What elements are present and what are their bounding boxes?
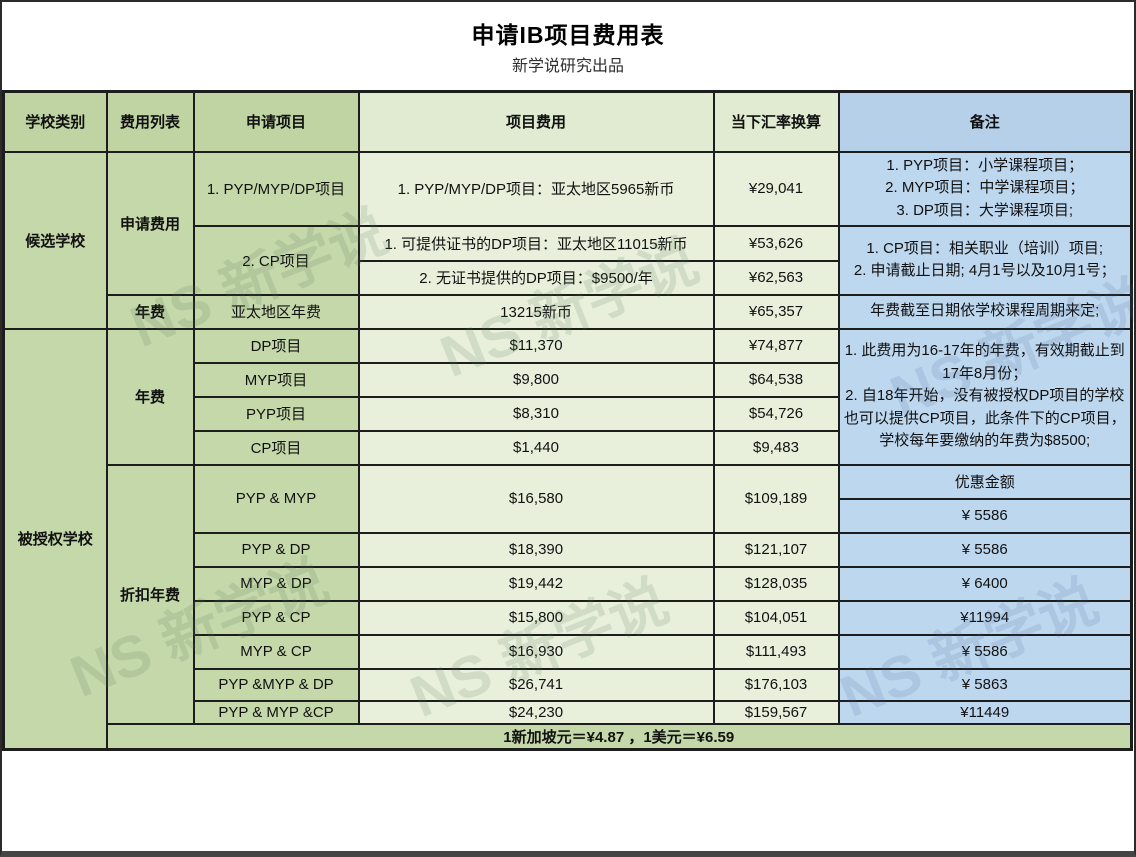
cell-project: 1. PYP/MYP/DP项目 bbox=[192, 150, 360, 227]
header-notes: 备注 bbox=[837, 90, 1133, 153]
cell-exchange: $104,051 bbox=[712, 599, 840, 636]
cell-discount: ¥ 5586 bbox=[837, 633, 1133, 670]
cell-fee: $11,370 bbox=[357, 327, 715, 364]
row-candidate-cp-nocert: 2. 无证书提供的DP项目：$9500/年 ¥62,563 bbox=[4, 259, 1132, 296]
row-authorized-myp: MYP项目 $9,800 $64,538 bbox=[4, 361, 1132, 398]
row-discount-pyp-myp-cp: PYP & MYP &CP $24,230 $159,567 ¥11449 bbox=[4, 699, 1133, 725]
cell-fee: $9,800 bbox=[357, 361, 715, 398]
cell-fee: $18,390 bbox=[357, 531, 715, 568]
cell-apply-fee-label: 申请费用 bbox=[105, 150, 195, 296]
cell-project: PYP & DP bbox=[192, 531, 360, 568]
cell-project: PYP &MYP & DP bbox=[192, 667, 360, 702]
cell-project: MYP & DP bbox=[192, 565, 360, 602]
row-discount-pyp-dp: PYP & DP $18,390 $121,107 ¥ 5586 bbox=[4, 531, 1133, 568]
cell-annual-fee-label: 年费 bbox=[105, 327, 195, 466]
cell-exchange: $64,538 bbox=[712, 361, 840, 398]
row-discount-myp-dp: MYP & DP $19,442 $128,035 ¥ 6400 bbox=[4, 565, 1133, 602]
cell-project: PYP & MYP &CP bbox=[192, 699, 360, 725]
row-candidate-pyp-myp-dp: 候选学校 申请费用 1. PYP/MYP/DP项目 1. PYP/MYP/DP项… bbox=[2, 150, 1133, 330]
cell-exchange: $9,483 bbox=[712, 429, 840, 466]
cell-discount: ¥11994 bbox=[837, 599, 1133, 636]
cell-project: PYP & MYP bbox=[192, 463, 360, 534]
cell-note: 年费截至日期依学校课程周期来定; bbox=[837, 293, 1133, 330]
row-discount-pyp-myp-dp: PYP &MYP & DP $26,741 $176,103 ¥ 5863 bbox=[4, 667, 1133, 702]
fee-table: 学校类别 费用列表 申请项目 项目费用 当下汇率换算 备注 候选学校 申请费用 … bbox=[2, 90, 1133, 751]
cell-annual-fee-label: 年费 bbox=[105, 293, 195, 330]
cell-exchange: ¥53,626 bbox=[712, 224, 840, 262]
row-discount-pyp-cp: PYP & CP $15,800 $104,051 ¥11994 bbox=[4, 599, 1133, 636]
cell-discount: ¥11449 bbox=[837, 699, 1133, 725]
cell-project: 亚太地区年费 bbox=[192, 293, 360, 330]
cell-exchange-rate-footer: 1新加坡元＝¥4.87 ，1美元＝¥6.59 bbox=[105, 722, 1133, 750]
header-apply-project: 申请项目 bbox=[192, 90, 360, 153]
cell-project: PYP & CP bbox=[192, 599, 360, 636]
cell-exchange: $128,035 bbox=[712, 565, 840, 602]
row-authorized-cp: CP项目 $1,440 $9,483 bbox=[4, 429, 1132, 466]
row-footer: 1新加坡元＝¥4.87 ，1美元＝¥6.59 bbox=[4, 722, 1133, 750]
header-exchange: 当下汇率换算 bbox=[712, 90, 840, 153]
cell-exchange: ¥62,563 bbox=[712, 259, 840, 296]
header-row: 学校类别 费用列表 申请项目 项目费用 当下汇率换算 备注 bbox=[2, 90, 1133, 153]
cell-project: CP项目 bbox=[192, 429, 360, 466]
cell-fee: $24,230 bbox=[357, 699, 715, 725]
cell-discount: ¥ 5863 bbox=[837, 667, 1133, 702]
row-discount-myp-cp: MYP & CP $16,930 $111,493 ¥ 5586 bbox=[4, 633, 1133, 670]
row-candidate-cp-cert: 2. CP项目 1. 可提供证书的DP项目：亚太地区11015新币 ¥53,62… bbox=[4, 224, 1133, 296]
cell-fee: $16,930 bbox=[357, 633, 715, 670]
cell-project: MYP & CP bbox=[192, 633, 360, 670]
cell-fee: 1. 可提供证书的DP项目：亚太地区11015新币 bbox=[357, 224, 715, 262]
cell-fee: $26,741 bbox=[357, 667, 715, 702]
cell-exchange: $176,103 bbox=[712, 667, 840, 702]
cell-project: PYP项目 bbox=[192, 395, 360, 432]
cell-fee: 2. 无证书提供的DP项目：$9500/年 bbox=[357, 259, 715, 296]
header-project-fee: 项目费用 bbox=[357, 90, 715, 153]
cell-exchange: ¥65,357 bbox=[712, 293, 840, 330]
row-authorized-dp: 被授权学校 年费 DP项目 $11,370 ¥74,877 1. 此费用为16-… bbox=[2, 327, 1133, 750]
row-authorized-pyp: PYP项目 $8,310 $54,726 bbox=[4, 395, 1132, 432]
cell-fee: $8,310 bbox=[357, 395, 715, 432]
cell-exchange: $159,567 bbox=[712, 699, 840, 725]
cell-discount: ¥ 5586 bbox=[837, 531, 1133, 568]
cell-exchange: ¥29,041 bbox=[712, 150, 840, 227]
cell-discount-header: 优惠金额 bbox=[837, 463, 1133, 500]
cell-fee: 1. PYP/MYP/DP项目：亚太地区5965新币 bbox=[357, 150, 715, 227]
header-school-type: 学校类别 bbox=[2, 90, 108, 153]
cell-fee: $1,440 bbox=[357, 429, 715, 466]
cell-note: 1. PYP项目：小学课程项目； 2. MYP项目：中学课程项目； 3. DP项… bbox=[837, 150, 1133, 227]
cell-exchange: $111,493 bbox=[712, 633, 840, 670]
cell-candidate-label: 候选学校 bbox=[2, 150, 108, 330]
row-candidate-annual: 年费 亚太地区年费 13215新币 ¥65,357 年费截至日期依学校课程周期来… bbox=[4, 293, 1133, 330]
cell-discount: ¥ 5586 bbox=[837, 497, 1133, 534]
cell-discount-fee-label: 折扣年费 bbox=[105, 463, 195, 725]
page-subtitle: 新学说研究出品 bbox=[511, 58, 624, 75]
row-discount-pyp-myp-b: ¥ 5586 bbox=[4, 497, 1133, 534]
title-block: 申请IB项目费用表 新学说研究出品 bbox=[2, 2, 1134, 90]
cell-authorized-label: 被授权学校 bbox=[2, 327, 108, 750]
cell-exchange: ¥74,877 bbox=[712, 327, 840, 364]
cell-exchange: $54,726 bbox=[712, 395, 840, 432]
cell-exchange: $121,107 bbox=[712, 531, 840, 568]
cell-fee: $16,580 bbox=[357, 463, 715, 534]
cell-exchange: $109,189 bbox=[712, 463, 840, 534]
header-fee-list: 费用列表 bbox=[105, 90, 195, 153]
cell-project: DP项目 bbox=[192, 327, 360, 364]
cell-project: 2. CP项目 bbox=[192, 224, 360, 296]
cell-fee: $19,442 bbox=[357, 565, 715, 602]
cell-note: 1. 此费用为16-17年的年费，有效期截止到17年8月份； 2. 自18年开始… bbox=[837, 327, 1133, 466]
row-discount-pyp-myp-a: 折扣年费 PYP & MYP $16,580 $109,189 优惠金额 bbox=[4, 463, 1133, 725]
cell-note: 1. CP项目：相关职业（培训）项目; 2. 申请截止日期; 4月1号以及10月… bbox=[837, 224, 1133, 296]
cell-fee: 13215新币 bbox=[357, 293, 715, 330]
cell-fee: $15,800 bbox=[357, 599, 715, 636]
cell-discount: ¥ 6400 bbox=[837, 565, 1133, 602]
page-title: 申请IB项目费用表 bbox=[471, 22, 665, 48]
cell-project: MYP项目 bbox=[192, 361, 360, 398]
